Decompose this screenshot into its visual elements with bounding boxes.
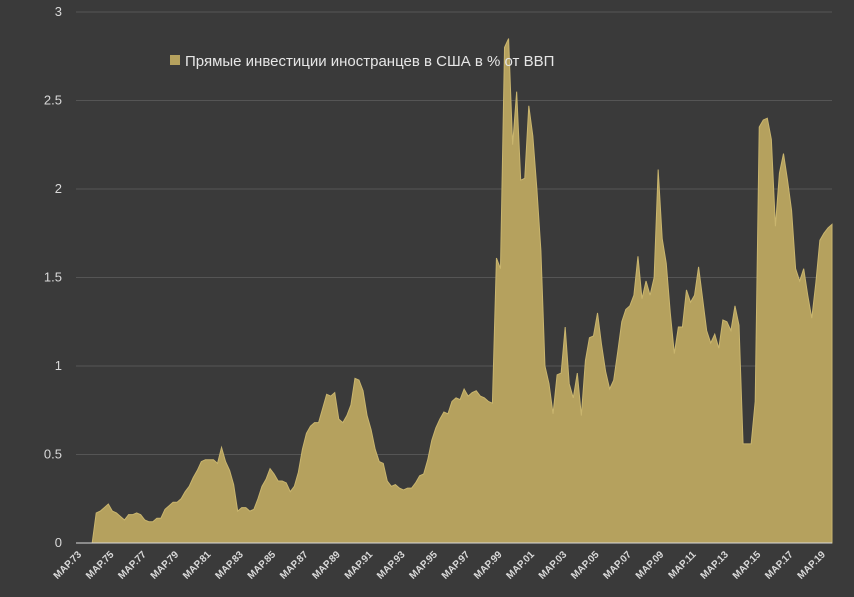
x-tick-label: MAP.19 <box>796 549 829 582</box>
x-tick-label: MAP.75 <box>84 549 117 582</box>
legend: Прямые инвестиции иностранцев в США в % … <box>170 53 554 70</box>
series-area-fdi <box>76 38 833 544</box>
x-tick-label: MAP.15 <box>731 549 764 582</box>
x-tick-label: MAP.87 <box>278 549 311 582</box>
y-axis-ticks: 0 0.5 1 1.5 2 2.5 3 <box>44 4 62 550</box>
x-tick-label: MAP.07 <box>602 549 635 582</box>
x-tick-label: MAP.11 <box>667 549 699 581</box>
legend-label: Прямые инвестиции иностранцев в США в % … <box>185 53 554 70</box>
x-tick-label: MAP.83 <box>213 549 246 582</box>
x-tick-label: MAP.81 <box>181 549 214 582</box>
x-axis-ticks: MAP.73 MAP.75 MAP.77 MAP.79 MAP.81 MAP.83 MAP.… <box>52 549 829 582</box>
x-tick-label: MAP.99 <box>472 549 505 582</box>
y-tick-label: 2.5 <box>44 93 62 108</box>
x-tick-label: MAP.05 <box>569 549 602 582</box>
x-tick-label: MAP.91 <box>343 549 376 582</box>
x-tick-label: MAP.85 <box>246 549 279 582</box>
y-tick-label: 1 <box>55 358 62 373</box>
x-tick-label: MAP.01 <box>504 549 537 582</box>
x-tick-label: MAP.95 <box>407 549 440 582</box>
x-tick-label: MAP.97 <box>440 549 473 582</box>
y-tick-label: 3 <box>55 4 62 19</box>
y-tick-label: 2 <box>55 181 62 196</box>
y-tick-label: 0 <box>55 535 62 550</box>
y-tick-label: 0.5 <box>44 447 62 462</box>
legend-swatch <box>170 55 180 65</box>
x-tick-label: MAP.77 <box>116 549 149 582</box>
x-tick-label: MAP.03 <box>537 549 570 582</box>
x-tick-label: MAP.09 <box>634 549 667 582</box>
x-tick-label: MAP.13 <box>699 549 732 582</box>
x-tick-label: MAP.93 <box>375 549 408 582</box>
x-tick-label: MAP.73 <box>52 549 85 582</box>
y-tick-label: 1.5 <box>44 270 62 285</box>
x-tick-label: MAP.89 <box>310 549 343 582</box>
x-tick-label: MAP.79 <box>149 549 182 582</box>
x-tick-label: MAP.17 <box>763 549 796 582</box>
